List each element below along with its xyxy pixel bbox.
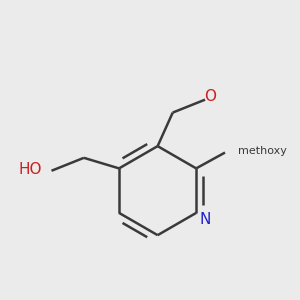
Text: methoxy: methoxy <box>238 146 287 156</box>
Text: HO: HO <box>18 162 42 177</box>
Text: O: O <box>204 89 216 104</box>
Text: N: N <box>199 212 210 227</box>
